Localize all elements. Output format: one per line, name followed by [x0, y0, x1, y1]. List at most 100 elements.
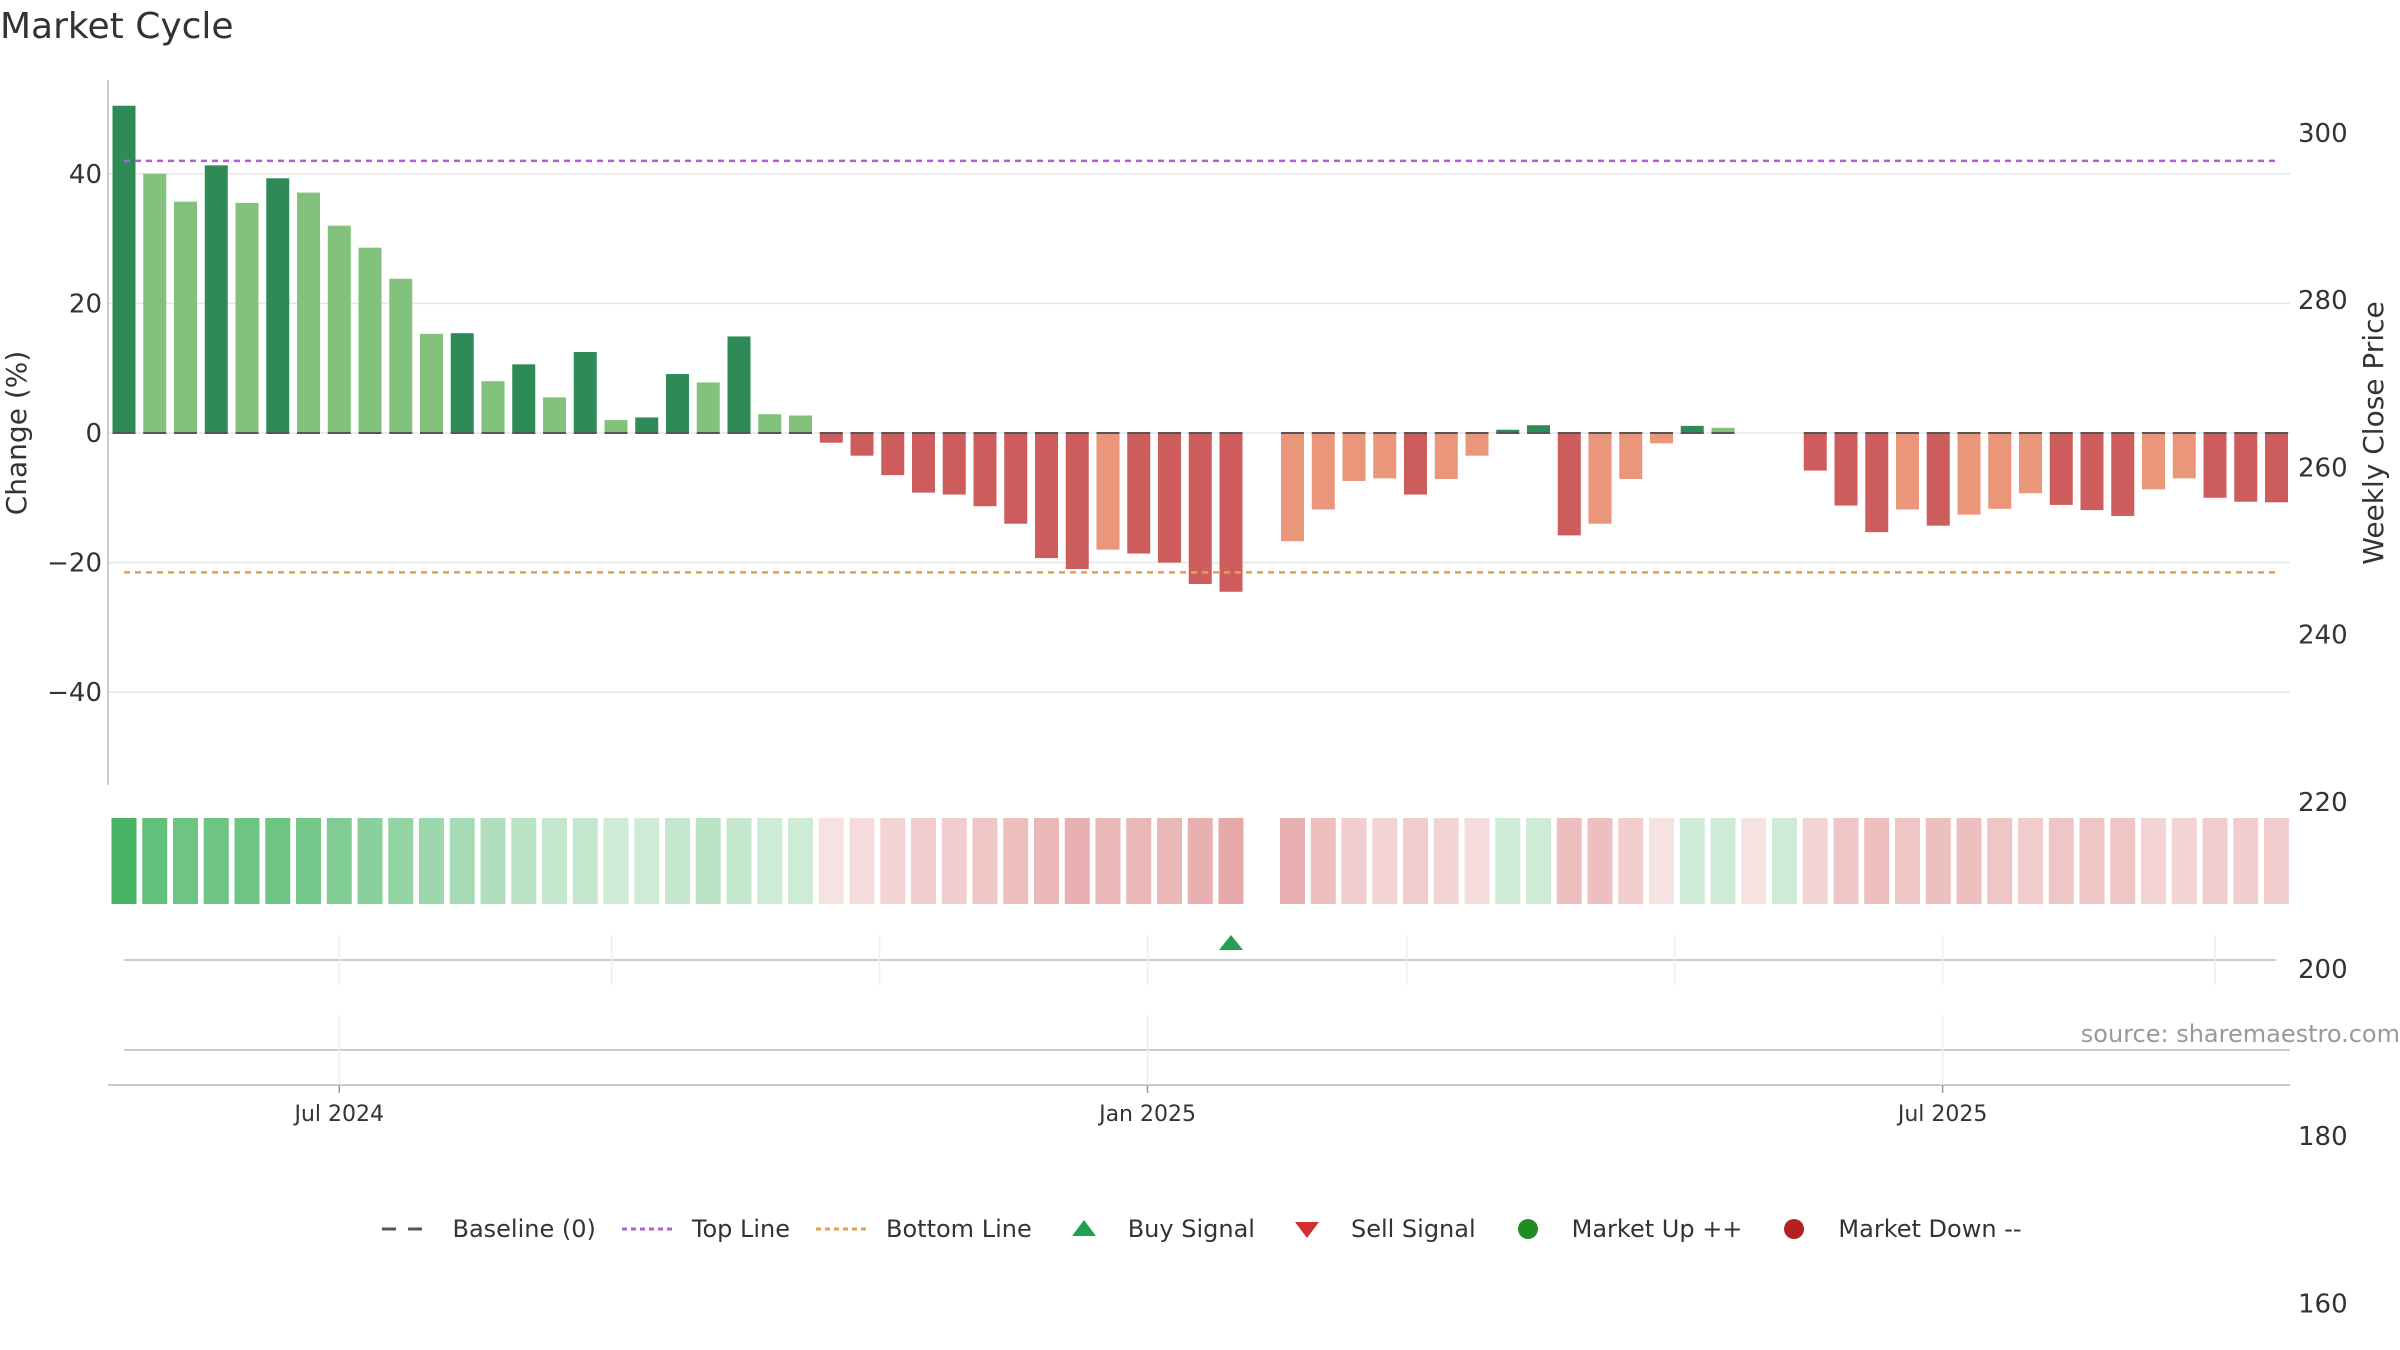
y2-tick-label: 160: [2298, 1289, 2348, 1319]
change-bar: [1896, 433, 1919, 510]
bottom-line-dash-icon: [816, 1227, 869, 1231]
heat-cell: [1802, 818, 1828, 904]
heat-cell: [818, 818, 844, 904]
change-bar: [1834, 433, 1858, 506]
change-bar: [543, 397, 566, 433]
legend-bottom-line[interactable]: Bottom Line: [812, 1215, 1032, 1243]
x-tick-label: Jul 2025: [1896, 1102, 1988, 1127]
change-bar: [1158, 433, 1181, 563]
heat-cell: [480, 818, 506, 904]
heat-cell: [849, 818, 875, 904]
change-bar: [850, 433, 874, 456]
change-bar: [1342, 433, 1366, 481]
change-bar: [881, 433, 905, 476]
heat-cell: [1464, 818, 1490, 904]
change-bar: [1496, 429, 1520, 433]
legend-baseline[interactable]: Baseline (0): [378, 1215, 596, 1243]
heat-cell: [1372, 818, 1398, 904]
legend-baseline-label: Baseline (0): [452, 1215, 596, 1243]
change-bar: [973, 433, 997, 507]
heat-cell: [357, 818, 383, 904]
heat-cell: [296, 818, 321, 904]
change-bar: [1557, 433, 1581, 536]
buy-signal-marker: [1219, 935, 1243, 950]
heat-cell: [634, 818, 660, 904]
y-tick-label: −40: [47, 678, 102, 708]
change-bar: [143, 173, 167, 434]
heat-cell: [726, 818, 752, 904]
heat-cell: [511, 818, 537, 904]
change-bar: [1619, 433, 1643, 480]
heat-cell: [2171, 818, 2197, 904]
red-dot-icon: [1784, 1219, 1805, 1239]
change-bar: [2111, 433, 2135, 516]
heat-cell: [788, 818, 813, 904]
heat-cell: [1987, 818, 2013, 904]
heat-cell: [2018, 818, 2043, 904]
y-tick-label: 20: [69, 289, 102, 319]
change-bar: [1219, 433, 1243, 592]
heat-cell: [1495, 818, 1521, 904]
heat-cell: [603, 818, 629, 904]
legend-bottom-line-label: Bottom Line: [886, 1215, 1032, 1243]
heat-cell: [173, 818, 198, 904]
heat-cell: [972, 818, 998, 904]
change-bar: [1434, 433, 1458, 480]
heat-cell: [1710, 818, 1736, 904]
change-bar: [1711, 427, 1735, 433]
heat-cell: [1864, 818, 1890, 904]
change-bar: [666, 374, 689, 433]
heat-cell: [1772, 818, 1797, 904]
heat-cell: [142, 818, 168, 904]
change-bar: [204, 165, 228, 433]
change-bar: [1680, 425, 1704, 433]
heat-cell: [2110, 818, 2136, 904]
change-bar: [727, 336, 751, 433]
heat-cell: [1403, 818, 1428, 904]
heat-cell: [2264, 818, 2289, 904]
heat-cell: [1895, 818, 1920, 904]
change-bar: [1035, 433, 1058, 559]
change-bar: [358, 247, 382, 433]
change-bar: [2080, 433, 2104, 511]
chart-title: Market Cycle: [0, 6, 234, 47]
change-bar: [266, 178, 290, 433]
y2-tick-label: 220: [2298, 788, 2348, 818]
change-bar: [1527, 425, 1550, 433]
change-bar: [635, 417, 659, 433]
legend-buy-signal[interactable]: Buy Signal: [1054, 1215, 1255, 1243]
y-tick-label: 0: [85, 419, 102, 449]
change-bar: [2203, 433, 2227, 498]
legend-market-up[interactable]: Market Up ++: [1498, 1215, 1742, 1243]
change-bar: [1588, 433, 1612, 524]
change-bar: [112, 105, 136, 433]
change-bar: [389, 278, 413, 433]
change-bar: [2019, 433, 2042, 494]
legend-market-down[interactable]: Market Down --: [1764, 1215, 2022, 1243]
heat-cell: [1187, 818, 1213, 904]
change-bar: [1957, 433, 1981, 515]
change-bar: [758, 414, 782, 433]
heat-cell: [1126, 818, 1152, 904]
heat-cell: [2048, 818, 2074, 904]
y2-tick-label: 200: [2298, 955, 2348, 985]
heat-cell: [572, 818, 598, 904]
triangle-up-icon: [1071, 1220, 1096, 1236]
change-bar: [174, 201, 197, 433]
heat-cell: [2202, 818, 2228, 904]
change-bar: [1926, 433, 1950, 526]
legend-sell-signal[interactable]: Sell Signal: [1277, 1215, 1476, 1243]
legend-market-down-label: Market Down --: [1838, 1215, 2022, 1243]
heat-cell: [1649, 818, 1674, 904]
legend-top-line[interactable]: Top Line: [618, 1215, 790, 1243]
change-bar: [420, 333, 443, 433]
heat-cell: [1556, 818, 1582, 904]
change-bar: [2234, 433, 2258, 502]
heat-cell: [1526, 818, 1551, 904]
change-bar: [235, 202, 259, 433]
baseline-dash-icon: [382, 1227, 435, 1231]
heat-cell: [1341, 818, 1367, 904]
heat-cell: [1157, 818, 1182, 904]
heat-cell: [234, 818, 260, 904]
